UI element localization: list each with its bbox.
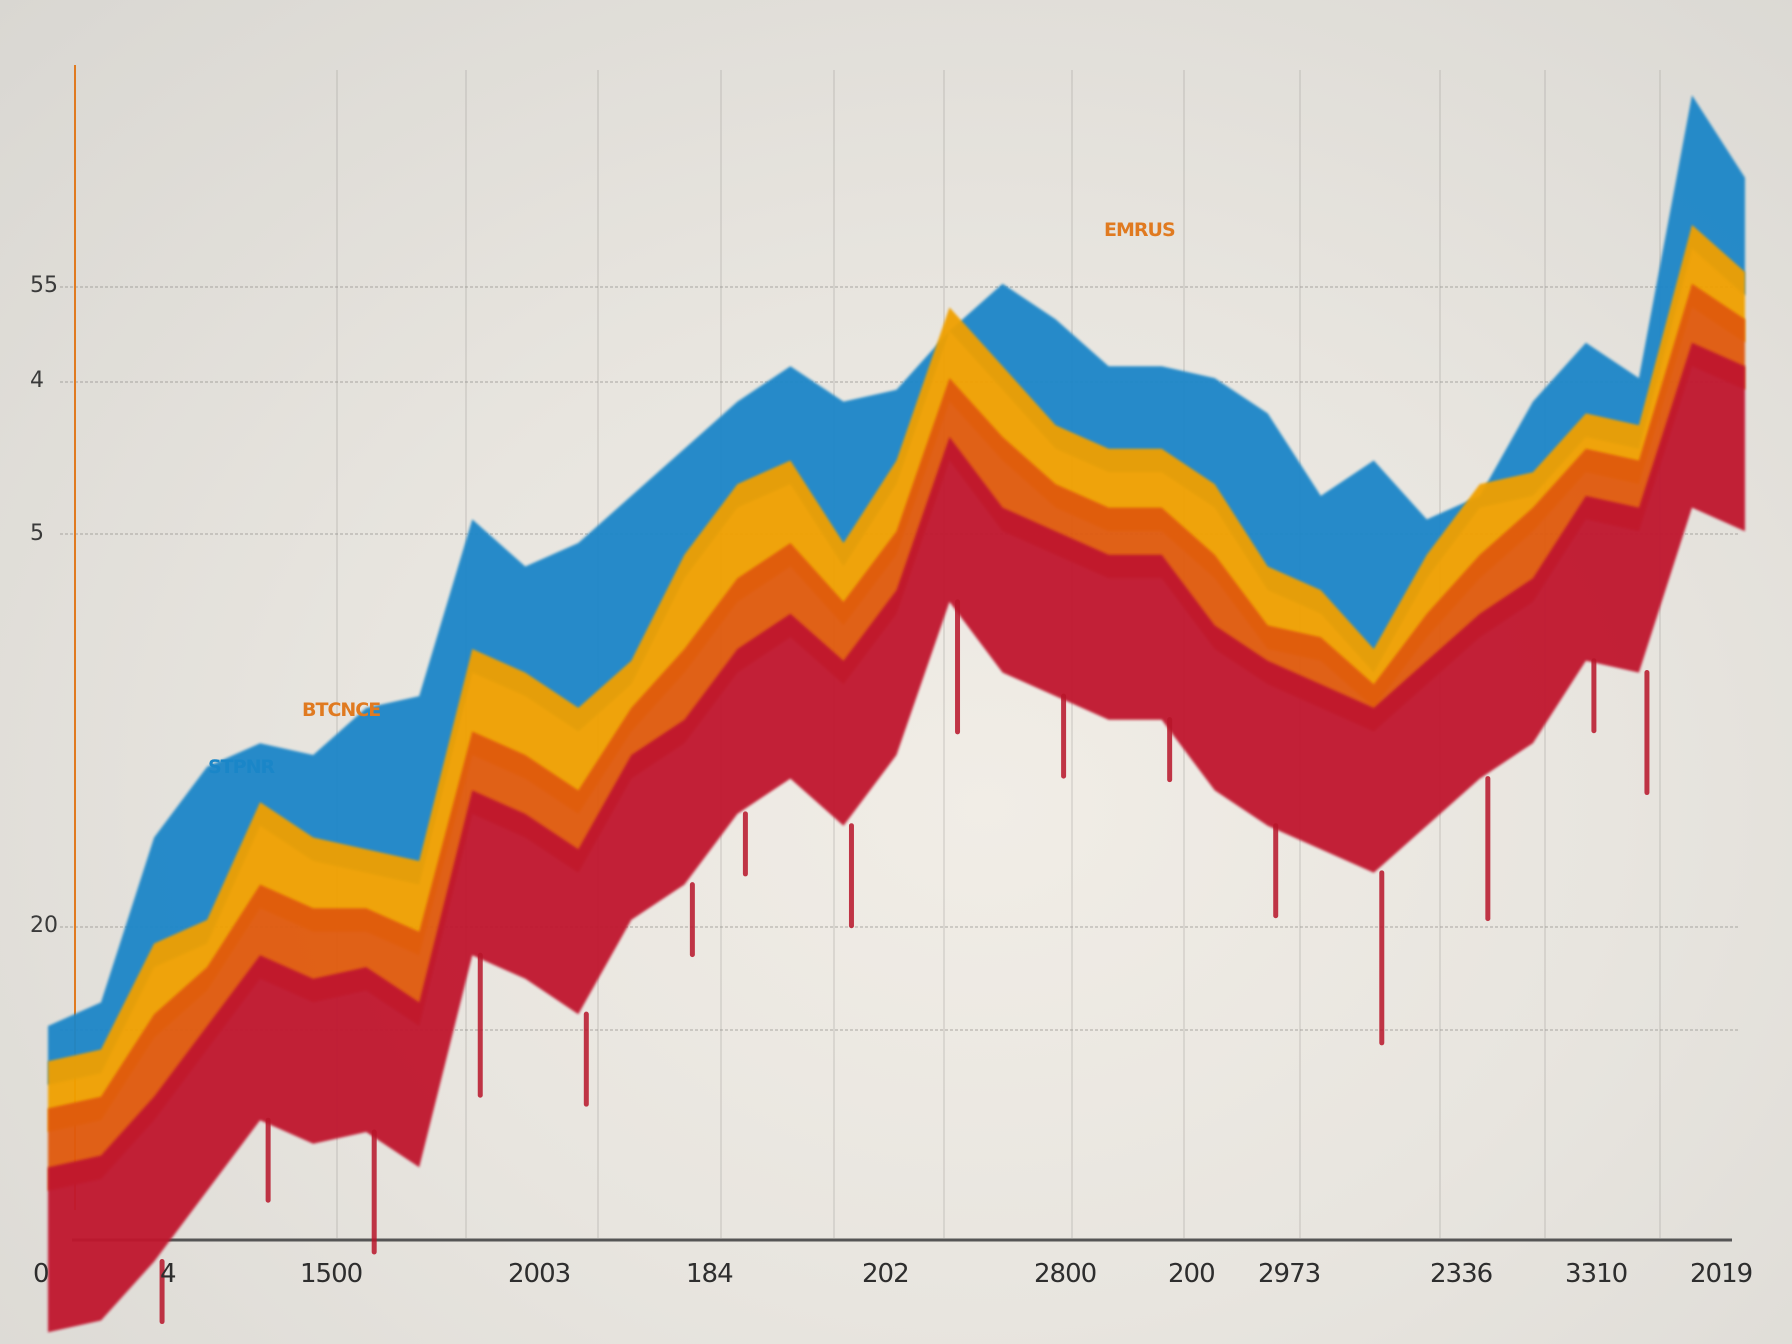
annotation-1: BTCNCE <box>302 699 380 721</box>
paint-drips <box>159 599 1650 1325</box>
x-tick-label-7: 200 <box>1168 1259 1215 1289</box>
y-tick-label-2: 5 <box>30 521 44 546</box>
x-tick-label-11: 2019 <box>1690 1259 1752 1289</box>
x-tick-label-5: 202 <box>862 1259 909 1289</box>
annotation-0: STPNR <box>208 756 275 778</box>
x-tick-label-1: 4 <box>160 1259 176 1289</box>
x-tick-label-2: 1500 <box>300 1259 362 1289</box>
annotation-2: EMRUS <box>1104 219 1175 241</box>
series-layers <box>48 95 1745 1333</box>
series-band-0 <box>48 95 1745 1085</box>
x-tick-label-0: 0 <box>33 1259 49 1289</box>
series-band-3 <box>48 342 1745 1333</box>
y-tick-label-3: 20 <box>30 913 58 938</box>
y-tick-label-0: 55 <box>30 273 58 298</box>
x-tick-label-6: 2800 <box>1034 1259 1096 1289</box>
annotations: STPNR BTCNCE EMRUS <box>208 219 1176 778</box>
x-tick-labels: 0 4 1500 2003 184 202 2800 200 2973 2336 3310 2019 <box>33 1259 1753 1289</box>
x-tick-label-3: 2003 <box>508 1259 570 1289</box>
y-tick-label-1: 4 <box>30 368 44 393</box>
x-tick-label-4: 184 <box>686 1259 733 1289</box>
y-tick-labels: 55 4 5 20 <box>30 273 58 938</box>
x-tick-label-9: 2336 <box>1430 1259 1492 1289</box>
x-tick-label-8: 2973 <box>1258 1259 1320 1289</box>
x-tick-label-10: 3310 <box>1565 1259 1627 1289</box>
